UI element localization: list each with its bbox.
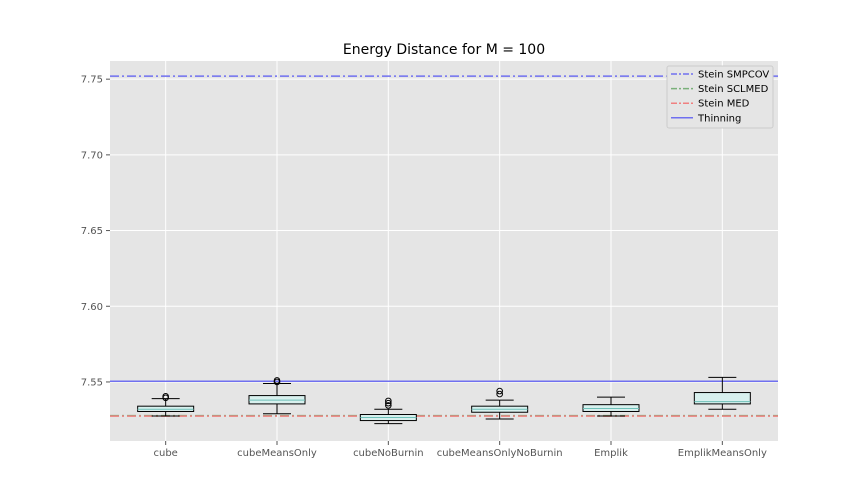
boxplot-cube [137, 393, 195, 417]
x-tick-label: Emplik [594, 448, 628, 459]
box-layer [137, 376, 751, 425]
box-iqr [693, 392, 751, 405]
boxplot-EmplikMeansOnly [693, 376, 751, 410]
outlier-point [385, 399, 392, 407]
outlier-point [385, 402, 392, 409]
outlier-point [496, 387, 503, 395]
y-tick-label: 7.55 [81, 377, 103, 388]
legend-label: Stein MED [698, 99, 750, 110]
x-axis-ticks: cube cubeMeansOnly cubeNoBurnin cubeMeansOn… [153, 441, 767, 459]
y-tick-label: 7.60 [81, 302, 103, 313]
y-tick-label: 7.70 [81, 150, 103, 161]
x-tick-label: EmplikMeansOnly [678, 448, 767, 459]
y-tick-label: 7.75 [81, 75, 103, 86]
legend-label: Stein SMPCOV [698, 70, 769, 81]
boxplot-cubeMeansOnly [248, 377, 306, 415]
outlier-point [496, 390, 503, 398]
outlier-point [162, 393, 169, 400]
outlier-point [273, 377, 281, 384]
legend: Stein SMPCOV Stein SCLMED Stein MED Thinnin… [666, 65, 774, 129]
y-axis-ticks: 7.55 7.60 7.65 7.70 7.75 [81, 75, 110, 388]
chart-title: Energy Distance for M = 100 [343, 42, 545, 58]
x-tick-label: cubeMeansOnlyNoBurnin [437, 448, 563, 459]
x-tick-label: cubeMeansOnly [237, 448, 317, 459]
x-tick-label: cube [153, 448, 177, 459]
y-tick-label: 7.65 [81, 226, 103, 237]
legend-label: Stein SCLMED [698, 84, 769, 95]
x-tick-label: cubeNoBurnin [353, 448, 424, 459]
boxplot-Emplik [582, 396, 640, 417]
legend-label: Thinning [697, 113, 741, 124]
boxplot-cubeNoBurnin [359, 397, 417, 425]
boxplot-cubeMeansOnlyNoBurnin [471, 387, 529, 420]
outlier-point [385, 397, 392, 405]
legend-frame [666, 65, 774, 129]
